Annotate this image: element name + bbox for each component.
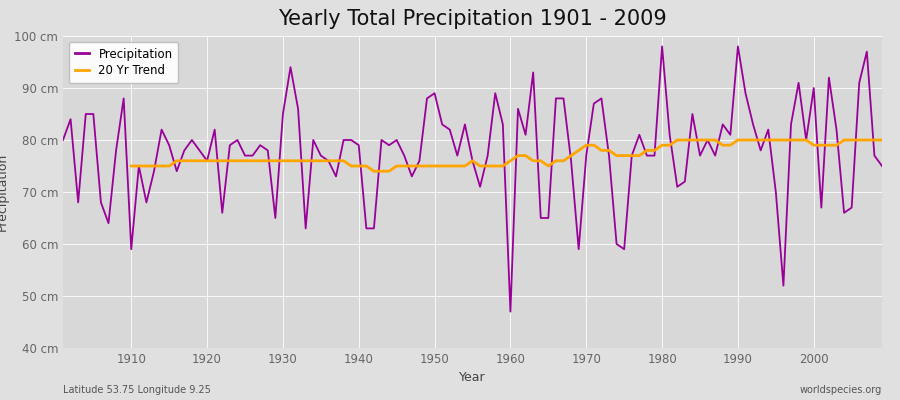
Precipitation: [604, 153, 615, 158]
Text: Latitude 53.75 Longitude 9.25: Latitude 53.75 Longitude 9.25: [63, 386, 211, 396]
20 Yr Trend: [126, 164, 137, 168]
Precipitation: [498, 122, 508, 127]
20 Yr Trend: [270, 158, 281, 163]
20 Yr Trend: [877, 138, 887, 142]
Precipitation: [285, 65, 296, 70]
Precipitation: [58, 138, 68, 142]
20 Yr Trend: [831, 143, 842, 148]
X-axis label: Year: Year: [459, 372, 486, 384]
Precipitation: [505, 309, 516, 314]
Precipitation: [330, 174, 341, 179]
Line: Precipitation: Precipitation: [63, 46, 882, 312]
20 Yr Trend: [301, 158, 311, 163]
Title: Yearly Total Precipitation 1901 - 2009: Yearly Total Precipitation 1901 - 2009: [278, 9, 667, 29]
Legend: Precipitation, 20 Yr Trend: Precipitation, 20 Yr Trend: [69, 42, 178, 83]
20 Yr Trend: [368, 169, 379, 174]
20 Yr Trend: [580, 143, 591, 148]
Text: worldspecies.org: worldspecies.org: [800, 386, 882, 396]
20 Yr Trend: [671, 138, 682, 142]
20 Yr Trend: [854, 138, 865, 142]
Y-axis label: Precipitation: Precipitation: [0, 153, 9, 231]
Precipitation: [513, 106, 524, 111]
Line: 20 Yr Trend: 20 Yr Trend: [131, 140, 882, 171]
Precipitation: [657, 44, 668, 49]
Precipitation: [877, 164, 887, 168]
20 Yr Trend: [520, 153, 531, 158]
Precipitation: [118, 96, 129, 101]
